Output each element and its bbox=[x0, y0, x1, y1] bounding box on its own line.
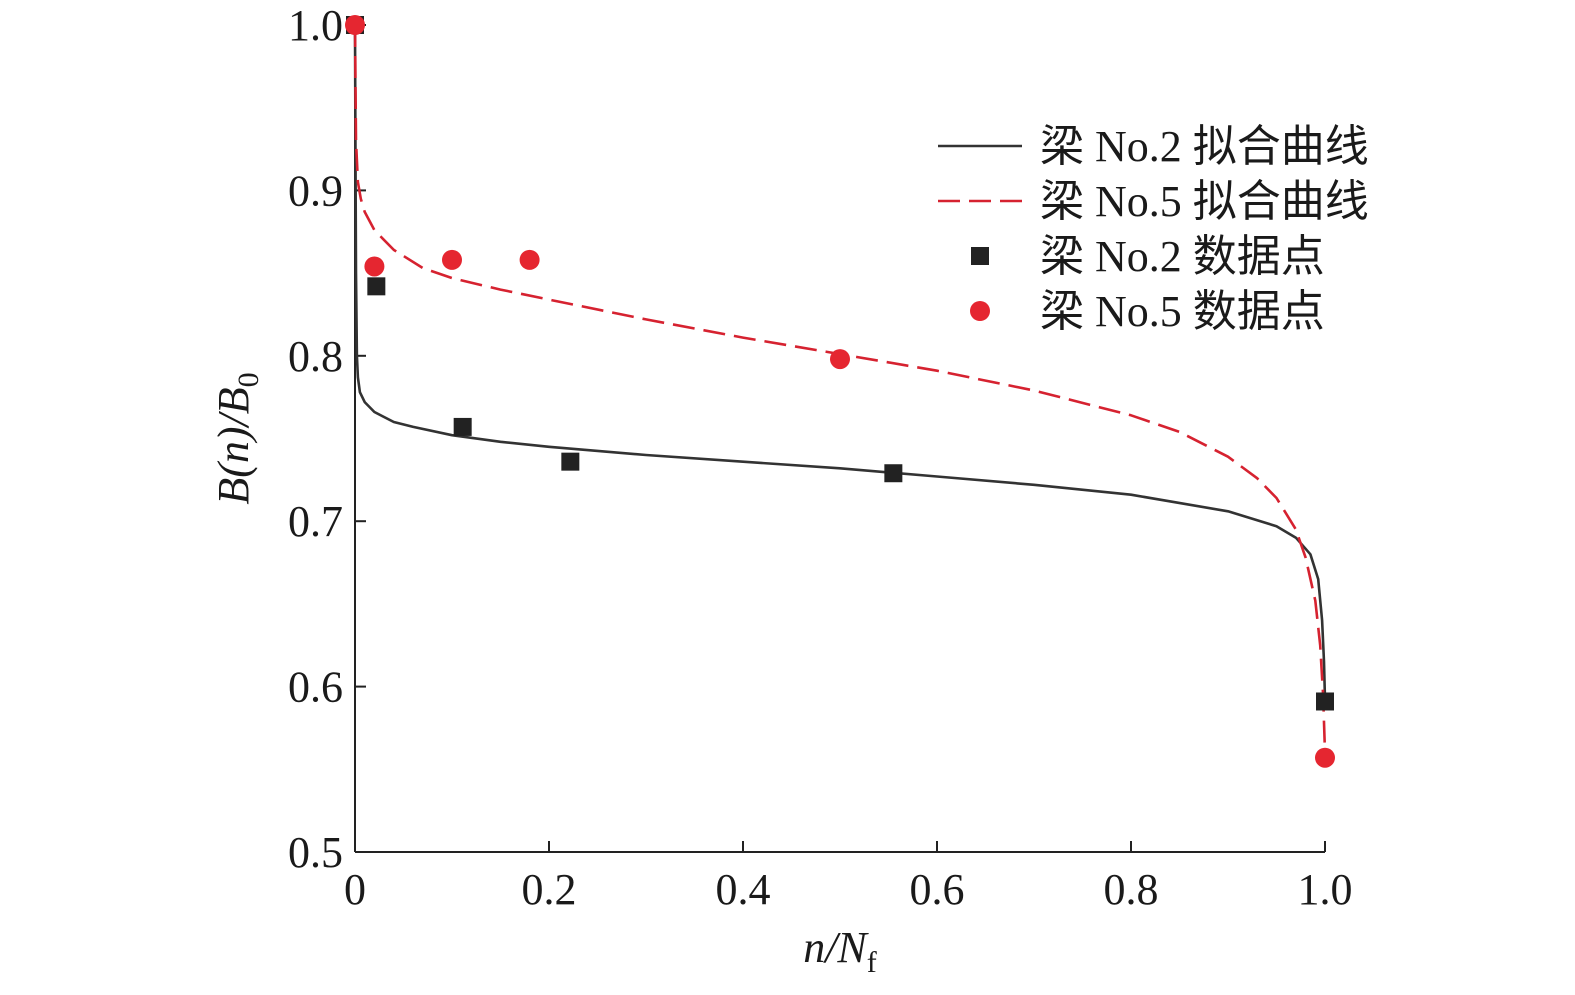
data-point-square bbox=[884, 464, 903, 483]
data-point-circle bbox=[1315, 747, 1335, 768]
data-point-square bbox=[561, 452, 580, 471]
x-tick-label: 0.2 bbox=[522, 865, 577, 914]
data-point-circle bbox=[442, 249, 462, 270]
y-tick-label: 0.5 bbox=[288, 828, 343, 877]
x-axis-title-main: n/N bbox=[803, 923, 869, 972]
y-tick-label: 1.0 bbox=[288, 1, 343, 50]
data-point-square bbox=[367, 277, 386, 296]
legend-item: 梁 No.2 数据点 bbox=[971, 232, 1325, 281]
x-tick-label: 0.8 bbox=[1104, 865, 1159, 914]
legend-swatch-circle bbox=[970, 301, 990, 321]
axis-titles: n/Nf B(n)/B0 bbox=[209, 372, 877, 979]
data-point-circle bbox=[830, 349, 850, 370]
data-point-circle bbox=[519, 249, 540, 270]
y-tick-label: 0.6 bbox=[288, 663, 343, 712]
x-tick-label: 1.0 bbox=[1298, 865, 1353, 914]
series-line-1 bbox=[353, 24, 1327, 700]
y-axis-title-main: B(n)/B bbox=[209, 387, 258, 504]
y-tick-label: 0.7 bbox=[288, 497, 343, 546]
y-axis-title: B(n)/B0 bbox=[209, 372, 265, 504]
legend-item: 梁 No.5 拟合曲线 bbox=[938, 177, 1369, 226]
x-tick-label: 0.4 bbox=[716, 865, 771, 914]
axes: 0 0.2 0.4 0.6 0.8 1.0 0.5 0.6 0.7 0.8 0.9 1.0 bbox=[288, 1, 1353, 914]
y-tick-label: 0.9 bbox=[288, 166, 343, 215]
legend-label: 梁 No.2 数据点 bbox=[1040, 232, 1325, 281]
data-point-circle bbox=[345, 15, 365, 35]
x-tick-label: 0 bbox=[344, 865, 366, 914]
x-tick-label: 0.6 bbox=[910, 865, 965, 914]
legend-label: 梁 No.5 拟合曲线 bbox=[1040, 177, 1369, 226]
x-axis-title-sub: f bbox=[867, 946, 877, 979]
data-point-square bbox=[453, 417, 472, 436]
y-axis-title-sub: 0 bbox=[232, 372, 265, 387]
legend-item: 梁 No.2 拟合曲线 bbox=[938, 122, 1369, 171]
data-point-circle bbox=[364, 256, 385, 277]
data-point-square bbox=[1316, 692, 1334, 711]
x-axis-title: n/Nf bbox=[803, 923, 877, 979]
legend-item: 梁 No.5 数据点 bbox=[970, 287, 1325, 336]
legend-label: 梁 No.2 拟合曲线 bbox=[1040, 122, 1369, 171]
y-tick-label: 0.8 bbox=[288, 332, 343, 381]
legend-swatch-square bbox=[971, 247, 989, 265]
series-layer bbox=[345, 15, 1335, 768]
legend-label: 梁 No.5 数据点 bbox=[1040, 287, 1325, 336]
